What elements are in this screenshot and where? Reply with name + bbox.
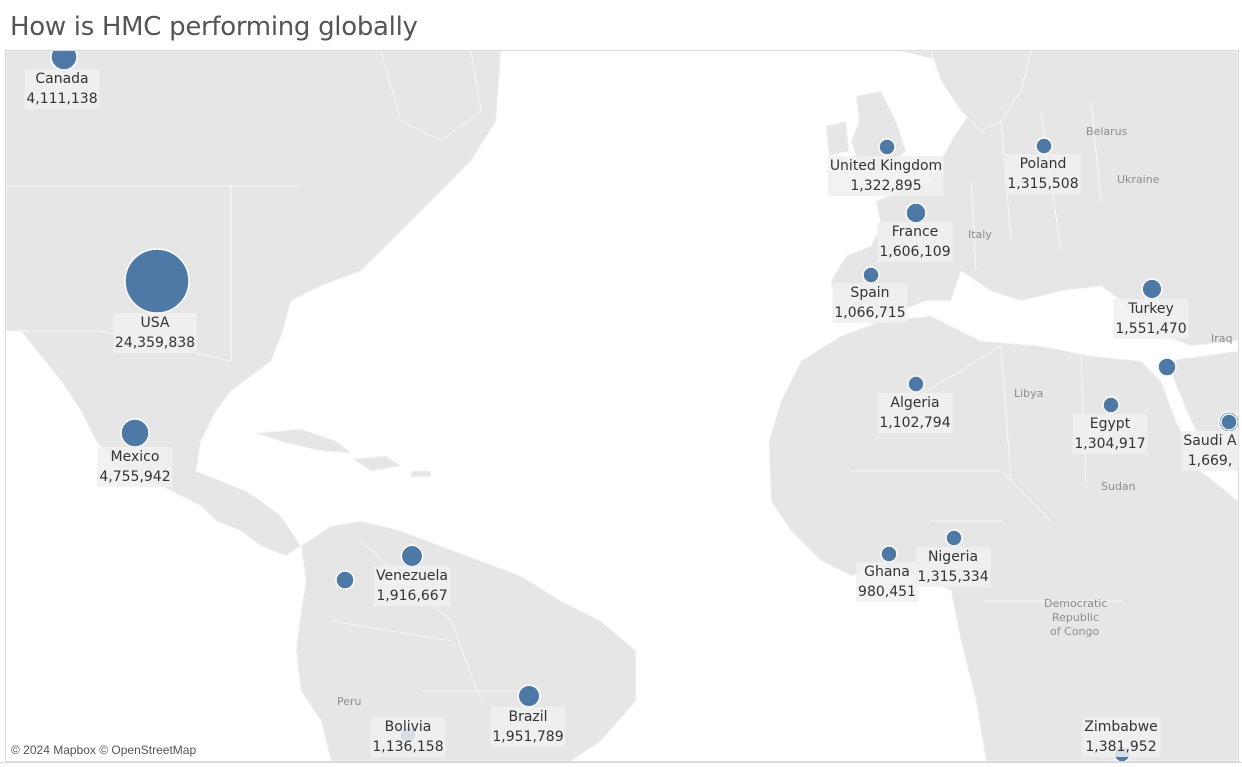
country-value: 1,951,789 [490,727,566,747]
country-value: 1,315,508 [1005,174,1081,194]
country-label-algeria: Algeria 1,102,794 [877,393,953,433]
country-label-egypt: Egypt 1,304,917 [1072,414,1148,454]
country-label-venezuela: Venezuela 1,916,667 [374,566,450,606]
country-label-usa: USA 24,359,838 [112,313,198,353]
marker-turkey[interactable] [1141,278,1163,300]
marker-brazil[interactable] [517,684,541,708]
geo-label-belarus: Belarus [1086,125,1128,138]
marker-spain[interactable] [862,266,880,284]
country-label-zimbabwe: Zimbabwe 1,381,952 [1082,717,1160,757]
map-attribution[interactable]: © 2024 Mapbox © OpenStreetMap [11,743,197,757]
scandinavia-landmass [930,51,1032,132]
country-label-bolivia: Bolivia 1,136,158 [370,717,446,757]
geo-label-peru: Peru [337,695,362,708]
geo-label-ukraine: Ukraine [1117,173,1160,186]
geo-label-drc-line3: of Congo [1050,625,1099,638]
marker-united-kingdom[interactable] [878,138,896,156]
canada-arctic-islands [380,51,482,142]
country-label-spain: Spain 1,066,715 [832,283,908,323]
country-value: 24,359,838 [112,333,198,353]
country-name: France [877,222,953,242]
country-name: Saudi A [1181,431,1239,451]
country-name: Algeria [877,393,953,413]
country-value: 980,451 [856,582,918,602]
marker-ghana[interactable] [880,545,898,563]
country-value: 1,315,334 [915,567,991,587]
country-value: 1,381,952 [1082,737,1160,757]
country-name: Poland [1005,154,1081,174]
marker-colombia[interactable] [335,570,355,590]
country-value: 4,755,942 [97,467,173,487]
country-name: USA [112,313,198,333]
marker-algeria[interactable] [907,375,925,393]
marker-france[interactable] [905,202,927,224]
country-value: 1,102,794 [877,413,953,433]
country-value: 1,322,895 [827,176,945,196]
country-value: 1,066,715 [832,303,908,323]
marker-layer[interactable] [50,51,1238,761]
marker-israel[interactable] [1157,357,1177,377]
country-label-united-kingdom: United Kingdom 1,322,895 [827,156,945,196]
marker-venezuela[interactable] [400,544,424,568]
country-label-brazil: Brazil 1,951,789 [490,707,566,747]
country-name: Canada [24,69,100,89]
geo-label-italy: Italy [968,228,992,241]
country-value: 1,551,470 [1113,319,1189,339]
country-name: Zimbabwe [1082,717,1160,737]
country-label-saudi-a: Saudi A 1,669, [1181,431,1239,471]
country-value: 1,916,667 [374,586,450,606]
country-name: Spain [832,283,908,303]
ireland-island [825,120,850,157]
geo-label-drc-line1: Democratic [1044,597,1107,610]
marker-nigeria[interactable] [945,529,963,547]
country-name: Turkey [1113,299,1189,319]
country-label-ghana: Ghana 980,451 [856,562,918,602]
country-label-mexico: Mexico 4,755,942 [97,447,173,487]
marker-egypt[interactable] [1102,396,1120,414]
south-america-landmass [295,520,637,761]
country-name: Brazil [490,707,566,727]
hispaniola-island [351,455,403,472]
country-name: Mexico [97,447,173,467]
country-value: 1,606,109 [877,242,953,262]
country-label-poland: Poland 1,315,508 [1005,154,1081,194]
geo-label-drc-line2: Republic [1052,611,1099,624]
country-label-turkey: Turkey 1,551,470 [1113,299,1189,339]
country-name: Nigeria [915,547,991,567]
country-name: United Kingdom [827,156,945,176]
country-label-nigeria: Nigeria 1,315,334 [915,547,991,587]
puerto-rico-island [410,470,432,478]
country-name: Egypt [1072,414,1148,434]
geo-label-sudan: Sudan [1101,480,1136,493]
country-label-canada: Canada 4,111,138 [24,69,100,109]
country-name: Ghana [856,562,918,582]
country-name: Bolivia [370,717,446,737]
bottom-divider [0,762,1242,763]
country-label-france: France 1,606,109 [877,222,953,262]
dashboard-title: How is HMC performing globally [10,12,418,42]
marker-canada[interactable] [50,51,78,71]
geo-label-iraq: Iraq [1211,332,1233,345]
country-value: 1,136,158 [370,737,446,757]
country-name: Venezuela [374,566,450,586]
geo-label-libya: Libya [1014,387,1043,400]
country-value: 1,669, [1181,451,1239,471]
marker-poland[interactable] [1035,137,1053,155]
country-value: 1,304,917 [1072,434,1148,454]
cuba-island [255,428,353,454]
country-value: 4,111,138 [24,89,100,109]
marker-usa[interactable] [124,248,190,314]
marker-mexico[interactable] [120,418,150,448]
marker-saudi-edge[interactable] [1220,413,1238,431]
